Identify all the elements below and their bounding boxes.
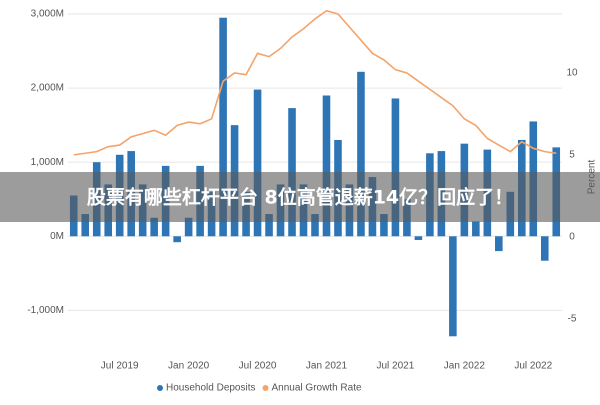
x-tick-label: Jan 2021 [306, 361, 348, 372]
bar [265, 214, 273, 237]
x-tick-label: Jul 2022 [514, 361, 552, 372]
y-tick-label: 0M [50, 231, 64, 242]
x-tick-label: Jul 2020 [239, 361, 277, 372]
banner-background [0, 172, 600, 222]
x-tick-label: Jul 2019 [101, 361, 139, 372]
bar [184, 217, 193, 237]
bar [311, 214, 319, 237]
x-tick-label: Jan 2022 [444, 361, 486, 372]
y-tick-label: 1,000M [31, 157, 64, 168]
y-tick-label: -1,000M [27, 305, 64, 316]
bar [540, 236, 549, 261]
legend-label: Household Deposits [166, 383, 256, 394]
bar [449, 236, 457, 337]
legend-marker [157, 385, 163, 391]
y-tick-label: 3,000M [31, 9, 64, 20]
bar [495, 236, 503, 252]
bar [150, 217, 158, 237]
bar [380, 214, 388, 237]
y2-tick-label: 10 [566, 68, 578, 79]
bar [357, 71, 365, 237]
bar [391, 98, 400, 237]
y2-tick-label: 5 [569, 150, 575, 161]
bar [81, 214, 90, 237]
bar [219, 17, 227, 237]
x-tick-label: Jan 2020 [168, 361, 210, 372]
bar [414, 236, 423, 240]
legend-marker [262, 385, 269, 391]
bar [472, 221, 480, 237]
bar [322, 95, 331, 237]
y2-tick-label: 0 [569, 231, 575, 242]
y-tick-label: 2,000M [31, 83, 64, 94]
bar [253, 89, 262, 237]
line [73, 9, 557, 156]
legend-label: Annual Growth Rate [272, 383, 362, 394]
x-tick-label: Jul 2021 [377, 361, 415, 372]
bar [173, 236, 181, 243]
banner-text: 股票有哪些杠杆平台 8位高管退薪14亿？回应了！ [87, 186, 513, 209]
y2-tick-label: -5 [568, 313, 577, 324]
